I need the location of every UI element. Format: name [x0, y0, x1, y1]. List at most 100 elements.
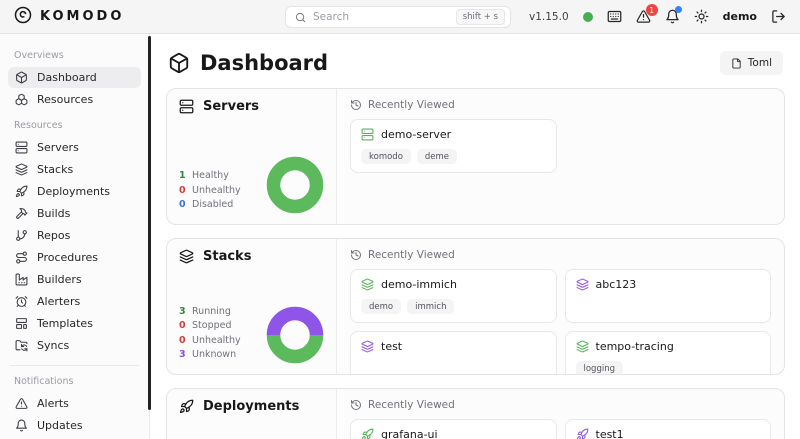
layers-icon: [576, 340, 588, 353]
user-menu[interactable]: demo: [722, 10, 757, 23]
bell-icon: [665, 9, 679, 24]
git-branch-icon: [15, 229, 28, 242]
resource-card-test1[interactable]: test1: [564, 419, 771, 439]
servers-donut-chart: [266, 156, 324, 214]
triangle-alert-icon: [636, 10, 650, 23]
alarm-clock-icon: [15, 295, 28, 308]
stacks-card: Stacks 3 Running 0 Stopped 0 Unhealthy 3 Unk…: [166, 238, 785, 375]
sidebar-scrollbar-thumb[interactable]: [148, 36, 151, 410]
sidebar-item-label: Deployments: [37, 185, 111, 198]
route-icon: [15, 251, 28, 264]
stat-stopped: 0 Stopped: [179, 320, 232, 331]
tag[interactable]: immich: [407, 299, 455, 314]
sidebar-item-syncs[interactable]: Syncs: [8, 335, 141, 356]
sidebar-item-alerters[interactable]: Alerters: [8, 291, 141, 312]
sidebar-item-builds[interactable]: Builds: [8, 203, 141, 224]
notifications-dot-badge: [674, 6, 682, 13]
deployments-card-title[interactable]: Deployments: [179, 399, 324, 414]
main-content: Dashboard Toml Servers 1 Healthy 0 Unhealt…: [151, 34, 800, 439]
sidebar-item-label: Builds: [37, 207, 71, 220]
resource-card-test[interactable]: test: [350, 331, 557, 374]
sidebar-item-procedures[interactable]: Procedures: [8, 247, 141, 268]
resource-card-grafana-ui[interactable]: grafana-ui: [350, 419, 557, 439]
resource-card-tempo-tracing[interactable]: tempo-tracing logging: [564, 331, 771, 374]
sidebar-divider: [10, 365, 139, 366]
server-icon: [179, 99, 194, 114]
sidebar-section-resources: Resources: [14, 120, 63, 131]
hammer-icon: [15, 207, 28, 220]
tag[interactable]: komodo: [361, 149, 411, 164]
bell-icon: [15, 419, 28, 432]
boxes-icon: [15, 93, 28, 106]
layers-icon: [361, 340, 374, 353]
resource-name: grafana-ui: [381, 428, 438, 439]
sidebar-item-label: Templates: [37, 317, 93, 330]
status-dot[interactable]: [582, 11, 593, 22]
resource-card-demo-immich[interactable]: demo-immich demo immich: [350, 269, 557, 323]
sidebar-item-label: Procedures: [37, 251, 98, 264]
empty-grid-cell: [565, 119, 772, 173]
alerts-button[interactable]: 1: [636, 4, 658, 24]
tag[interactable]: logging: [575, 361, 623, 374]
sidebar-item-label: Builders: [37, 273, 82, 286]
toml-button[interactable]: Toml: [719, 51, 783, 75]
sun-icon: [694, 9, 709, 24]
search-shortcut-badge: shift + s: [455, 9, 505, 25]
sidebar-item-builders[interactable]: Builders: [8, 269, 141, 290]
layers-icon: [179, 249, 194, 264]
stat-healthy: 1 Healthy: [179, 170, 229, 181]
version-label: v1.15.0: [529, 10, 569, 23]
search-icon: [295, 12, 306, 22]
resource-name: tempo-tracing: [595, 340, 674, 353]
servers-card-title[interactable]: Servers: [179, 99, 324, 114]
search-input[interactable]: Search shift + s: [285, 6, 511, 28]
theme-toggle-button[interactable]: [694, 9, 709, 24]
layers-icon: [576, 278, 588, 291]
server-icon: [361, 128, 374, 141]
header-actions: v1.15.0 1 demo: [529, 4, 786, 24]
rocket-icon: [361, 428, 374, 439]
sidebar-item-label: Servers: [37, 141, 79, 154]
resource-name: demo-immich: [381, 278, 457, 291]
file-icon: [732, 57, 741, 69]
recently-viewed-header: Recently Viewed: [350, 99, 771, 111]
sidebar-item-deployments[interactable]: Deployments: [8, 181, 141, 202]
top-header: KOMODO Search shift + s v1.15.0 1 demo: [0, 0, 800, 34]
tag[interactable]: deme: [416, 149, 458, 164]
sidebar-item-templates[interactable]: Templates: [8, 313, 141, 334]
sidebar-item-alerts[interactable]: Alerts: [8, 393, 141, 414]
history-icon: [351, 100, 361, 110]
sidebar-item-dashboard[interactable]: Dashboard: [8, 67, 141, 88]
sidebar-item-label: Syncs: [37, 339, 70, 352]
brand-title: KOMODO: [40, 9, 125, 24]
resource-card-demo-server[interactable]: demo-server komodo deme: [350, 119, 557, 173]
resource-name: abc123: [595, 278, 637, 291]
sidebar-item-repos[interactable]: Repos: [8, 225, 141, 246]
stacks-card-title[interactable]: Stacks: [179, 249, 324, 264]
rocket-icon: [179, 399, 194, 414]
sidebar-item-resources[interactable]: Resources: [8, 89, 141, 110]
stat-running: 3 Running: [179, 305, 231, 317]
rocket-icon: [576, 428, 588, 439]
sidebar-section-overviews: Overviews: [14, 50, 64, 61]
sidebar-item-servers[interactable]: Servers: [8, 137, 141, 158]
recently-viewed-header: Recently Viewed: [350, 399, 771, 411]
servers-stats: 1 Healthy 0 Unhealthy 0 Disabled: [179, 170, 241, 214]
history-icon: [351, 400, 361, 410]
resource-card-abc123[interactable]: abc123: [564, 269, 771, 323]
stat-unhealthy: 0 Unhealthy: [179, 184, 241, 196]
alerts-count-badge: 1: [645, 4, 658, 16]
notifications-button[interactable]: [665, 6, 682, 24]
log-out-icon[interactable]: [771, 9, 786, 24]
keyboard-icon[interactable]: [607, 9, 622, 24]
sidebar-item-stacks[interactable]: Stacks: [8, 159, 141, 180]
tag[interactable]: demo: [361, 299, 402, 314]
sidebar-item-label: Dashboard: [37, 71, 97, 84]
brand[interactable]: KOMODO: [14, 6, 124, 28]
layers-icon: [361, 278, 374, 291]
sidebar-item-updates[interactable]: Updates: [8, 415, 141, 436]
box-icon: [169, 52, 189, 74]
stat-unhealthy: 0 Unhealthy: [179, 334, 241, 346]
sidebar-item-label: Stacks: [37, 163, 74, 176]
sidebar: Overviews Dashboard Resources Resources …: [0, 34, 150, 439]
